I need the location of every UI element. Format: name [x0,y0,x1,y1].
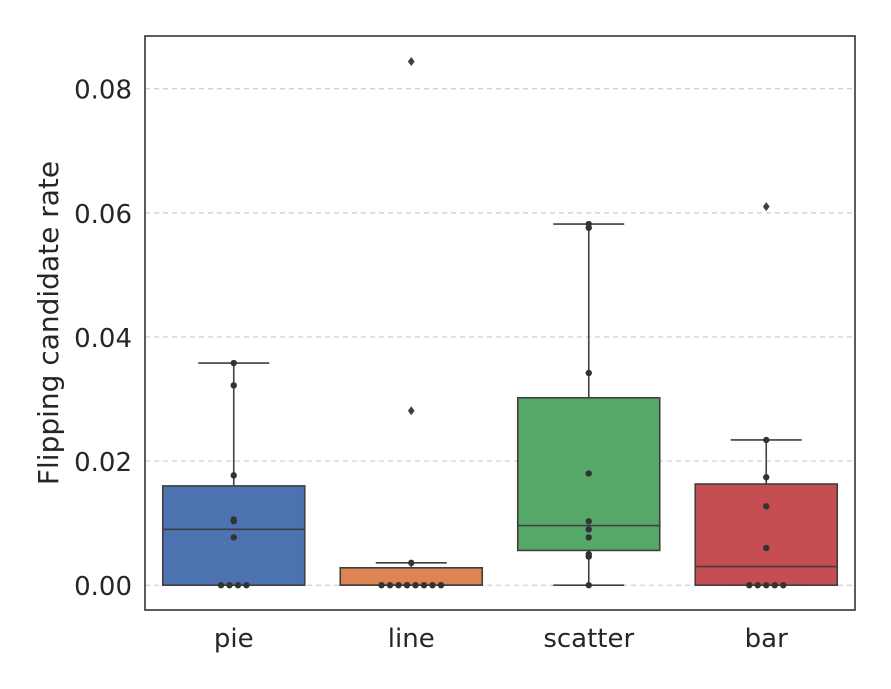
swarm-point-scatter [585,526,592,533]
outlier-marker [762,202,770,212]
swarm-point-pie [230,534,237,541]
swarm-point-line [420,581,428,589]
x-axis-ticks: pie line scatter bar [214,624,788,654]
swarm-point-line [437,581,445,589]
swarm-point-scatter [585,550,592,558]
outlier-marker [407,406,415,416]
swarm-point-pie [230,472,237,479]
swarm-point-bar [763,544,770,552]
swarm-point-pie [230,359,237,367]
y-tick-label: 0.06 [74,200,132,230]
x-tick-label-scatter: scatter [543,624,634,654]
swarm-point-bar [771,581,778,589]
x-tick-label-line: line [388,624,435,654]
y-tick-label: 0.08 [74,76,132,106]
swarm-point-scatter [585,581,592,589]
point-layer [217,220,787,589]
box-iqr [339,567,484,586]
box-layer [161,56,839,586]
box-iqr [694,483,839,586]
y-tick-label: 0.00 [74,572,132,602]
swarm-point-pie [230,382,237,389]
swarm-point-bar [746,581,753,589]
y-tick-label: 0.02 [74,448,132,478]
y-tick-label: 0.04 [74,324,132,354]
swarm-point-line [408,559,415,567]
plot-frame [144,35,856,611]
swarm-point-line [395,581,402,589]
swarm-point-bar [763,474,770,481]
swarm-point-line [429,581,436,589]
swarm-point-pie [217,581,225,589]
swarm-point-line [378,581,385,589]
swarm-point-pie [234,581,242,589]
swarm-point-line [412,581,419,589]
swarm-point-line [386,581,394,589]
y-axis-ticks: 0.00 0.02 0.04 0.06 0.08 [74,76,132,602]
swarm-point-scatter [585,534,592,541]
swarm-point-pie [230,516,237,523]
swarm-point-bar [754,581,761,589]
box-bar [694,202,839,586]
x-tick-label-bar: bar [745,624,788,654]
outlier-marker [407,56,415,66]
swarm-point-bar [780,581,787,589]
swarm-point-bar [763,503,770,510]
swarm-point-line [403,581,411,589]
swarm-point-scatter [585,518,592,525]
swarm-point-scatter [585,470,592,477]
swarm-point-pie [243,581,250,589]
swarm-point-bar [763,436,770,444]
x-tick-label-pie: pie [214,624,254,654]
swarm-point-bar [763,581,770,589]
swarm-point-pie [226,581,233,589]
box-line [339,56,484,586]
y-axis-title: Flipping candidate rate [32,161,65,485]
swarm-point-scatter [585,369,592,377]
swarm-point-scatter [585,220,592,228]
